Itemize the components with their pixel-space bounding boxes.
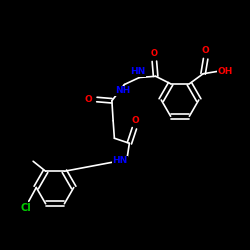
Text: NH: NH <box>115 86 130 95</box>
Text: HN: HN <box>130 67 146 76</box>
Text: O: O <box>132 116 140 124</box>
Text: HN: HN <box>112 156 128 165</box>
Text: O: O <box>85 95 92 104</box>
Text: OH: OH <box>218 67 233 76</box>
Text: Cl: Cl <box>21 203 32 213</box>
Text: O: O <box>202 46 209 55</box>
Text: O: O <box>151 49 158 58</box>
